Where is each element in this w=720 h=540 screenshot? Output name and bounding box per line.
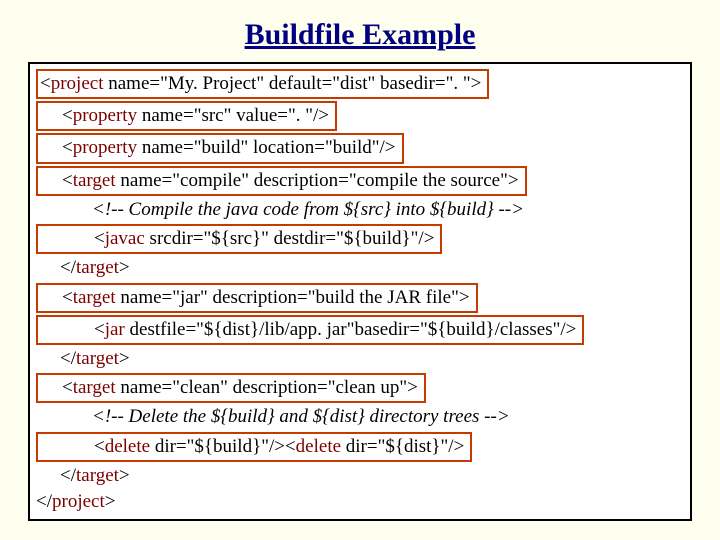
code-line: <target name="clean" description="clean … (36, 372, 684, 404)
code-line: <property name="build" location="build"/… (36, 132, 684, 164)
code-line: <project name="My. Project" default="dis… (36, 68, 684, 100)
slide: Buildfile Example <project name="My. Pro… (0, 0, 720, 540)
code-line: <target name="compile" description="comp… (36, 165, 684, 197)
code-line: <!-- Compile the java code from ${src} i… (36, 197, 684, 223)
code-line: </project> (36, 489, 684, 515)
code-line: <target name="jar" description="build th… (36, 282, 684, 314)
code-line: <!-- Delete the ${build} and ${dist} dir… (36, 404, 684, 430)
code-line: <delete dir="${build}"/><delete dir="${d… (36, 431, 684, 463)
code-line: <javac srcdir="${src}" destdir="${build}… (36, 223, 684, 255)
code-line: <property name="src" value=". "/> (36, 100, 684, 132)
code-line: </target> (36, 463, 684, 489)
page-title: Buildfile Example (0, 0, 720, 62)
code-example-box: <project name="My. Project" default="dis… (28, 62, 692, 521)
code-line: </target> (36, 346, 684, 372)
code-line: </target> (36, 255, 684, 281)
code-line: <jar destfile="${dist}/lib/app. jar"base… (36, 314, 684, 346)
